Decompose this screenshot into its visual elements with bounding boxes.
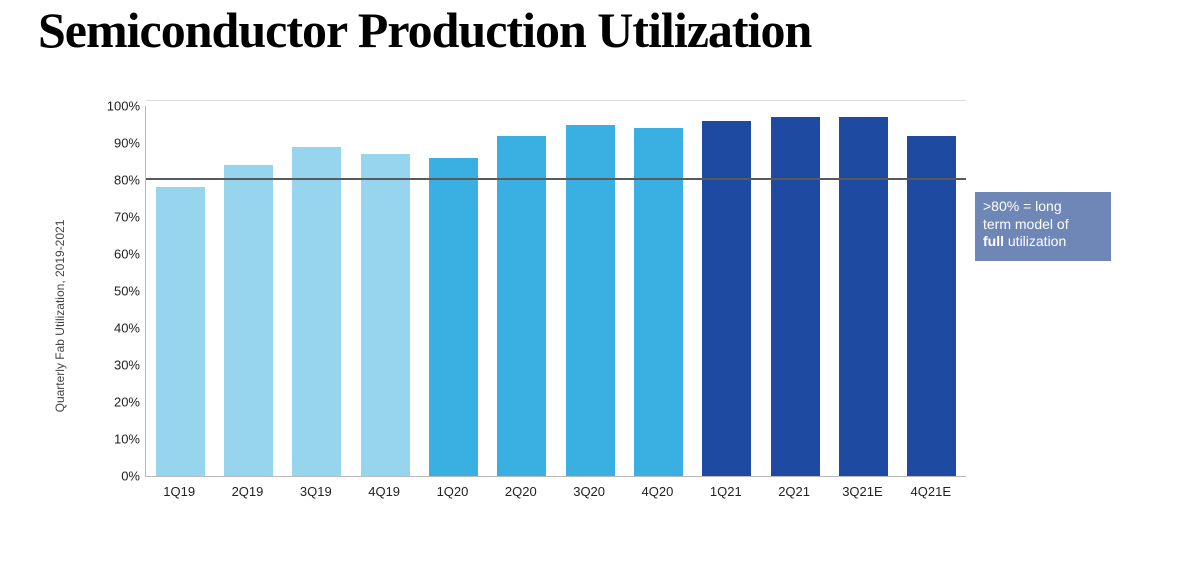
y-tick: 70% <box>90 210 146 225</box>
bar-slot <box>693 106 761 476</box>
y-tick: 40% <box>90 321 146 336</box>
y-tick: 10% <box>90 432 146 447</box>
bar <box>156 187 205 476</box>
y-tick: 20% <box>90 395 146 410</box>
bar-slot <box>419 106 487 476</box>
bar <box>771 117 820 476</box>
bar-slot <box>214 106 282 476</box>
bar-slot <box>556 106 624 476</box>
bar <box>224 165 273 476</box>
bar-slot <box>898 106 966 476</box>
x-tick: 1Q19 <box>145 484 213 499</box>
bar <box>839 117 888 476</box>
note-line-3-rest: utilization <box>1004 233 1066 249</box>
utilization-chart: Quarterly Fab Utilization, 2019-2021 0%1… <box>70 96 1130 536</box>
top-rule <box>146 100 966 101</box>
x-tick: 2Q20 <box>487 484 555 499</box>
bar <box>907 136 956 476</box>
x-tick: 4Q19 <box>350 484 418 499</box>
bar-slot <box>351 106 419 476</box>
x-tick: 4Q20 <box>623 484 691 499</box>
bar-slot <box>829 106 897 476</box>
threshold-line <box>146 178 966 180</box>
bar <box>292 147 341 476</box>
x-tick: 2Q21 <box>760 484 828 499</box>
bar-slot <box>283 106 351 476</box>
y-tick: 100% <box>90 99 146 114</box>
bar-slot <box>146 106 214 476</box>
y-tick: 30% <box>90 358 146 373</box>
bars-container <box>146 106 966 476</box>
y-axis-label: Quarterly Fab Utilization, 2019-2021 <box>53 220 67 413</box>
note-line-2: term model of <box>983 216 1103 234</box>
bar-slot <box>488 106 556 476</box>
threshold-note: >80% = long term model of full utilizati… <box>975 192 1111 261</box>
bar <box>702 121 751 476</box>
note-line-1: >80% = long <box>983 198 1103 216</box>
y-tick: 60% <box>90 247 146 262</box>
y-tick: 0% <box>90 469 146 484</box>
plot-area: 0%10%20%30%40%50%60%70%80%90%100% <box>145 106 966 477</box>
bar <box>361 154 410 476</box>
bar <box>429 158 478 476</box>
x-tick: 1Q20 <box>418 484 486 499</box>
x-tick: 1Q21 <box>692 484 760 499</box>
page-title: Semiconductor Production Utilization <box>38 4 1200 57</box>
bar <box>497 136 546 476</box>
y-tick: 80% <box>90 173 146 188</box>
y-tick: 90% <box>90 136 146 151</box>
bar <box>634 128 683 476</box>
bar-slot <box>761 106 829 476</box>
bar-slot <box>624 106 692 476</box>
x-tick: 3Q20 <box>555 484 623 499</box>
x-tick: 3Q19 <box>282 484 350 499</box>
x-tick: 2Q19 <box>213 484 281 499</box>
note-line-3-bold: full <box>983 233 1004 249</box>
y-tick: 50% <box>90 284 146 299</box>
note-line-3: full utilization <box>983 233 1103 251</box>
page: Semiconductor Production Utilization Qua… <box>0 0 1200 561</box>
x-tick: 4Q21E <box>897 484 965 499</box>
x-tick: 3Q21E <box>828 484 896 499</box>
x-ticks: 1Q192Q193Q194Q191Q202Q203Q204Q201Q212Q21… <box>145 484 965 499</box>
